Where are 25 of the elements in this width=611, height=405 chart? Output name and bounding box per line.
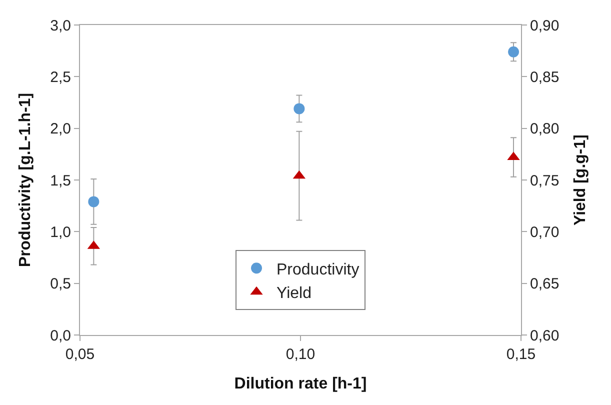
point [88,196,100,208]
point [294,103,305,114]
legend-label: Productivity [276,261,360,278]
y-tick-label: 0,0 [50,327,71,344]
point [508,46,519,58]
y2-tick-label: 0,65 [530,276,560,293]
y2-tick-label: 0,90 [530,17,560,34]
y-tick-label: 3,0 [50,17,71,34]
y-tick-label: 2,0 [50,120,71,138]
y-tick-label: 1,0 [50,224,71,241]
y-axis-title: Productivity [g.L-1.h-1] [17,92,34,268]
y-tick-label: 0,5 [50,276,71,293]
x-tick-label: 0,05 [65,346,95,363]
y2-tick-label: 0,60 [530,327,560,344]
y2-axis-title: Yield [g.g-1] [572,134,589,226]
x-tick-label: 0,10 [286,346,316,363]
y2-tick-label: 0,85 [530,68,560,86]
y2-tick-label: 0,80 [530,120,560,138]
y-tick-label: 2,5 [50,68,71,86]
legend-label: Yield [276,285,312,302]
x-tick-label: 0,15 [506,346,536,363]
x-axis-title: Dilution rate [h-1] [234,376,367,393]
y-tick-label: 1,5 [50,172,71,190]
y2-tick-label: 0,75 [530,172,560,190]
y2-tick-label: 0,70 [530,224,560,241]
